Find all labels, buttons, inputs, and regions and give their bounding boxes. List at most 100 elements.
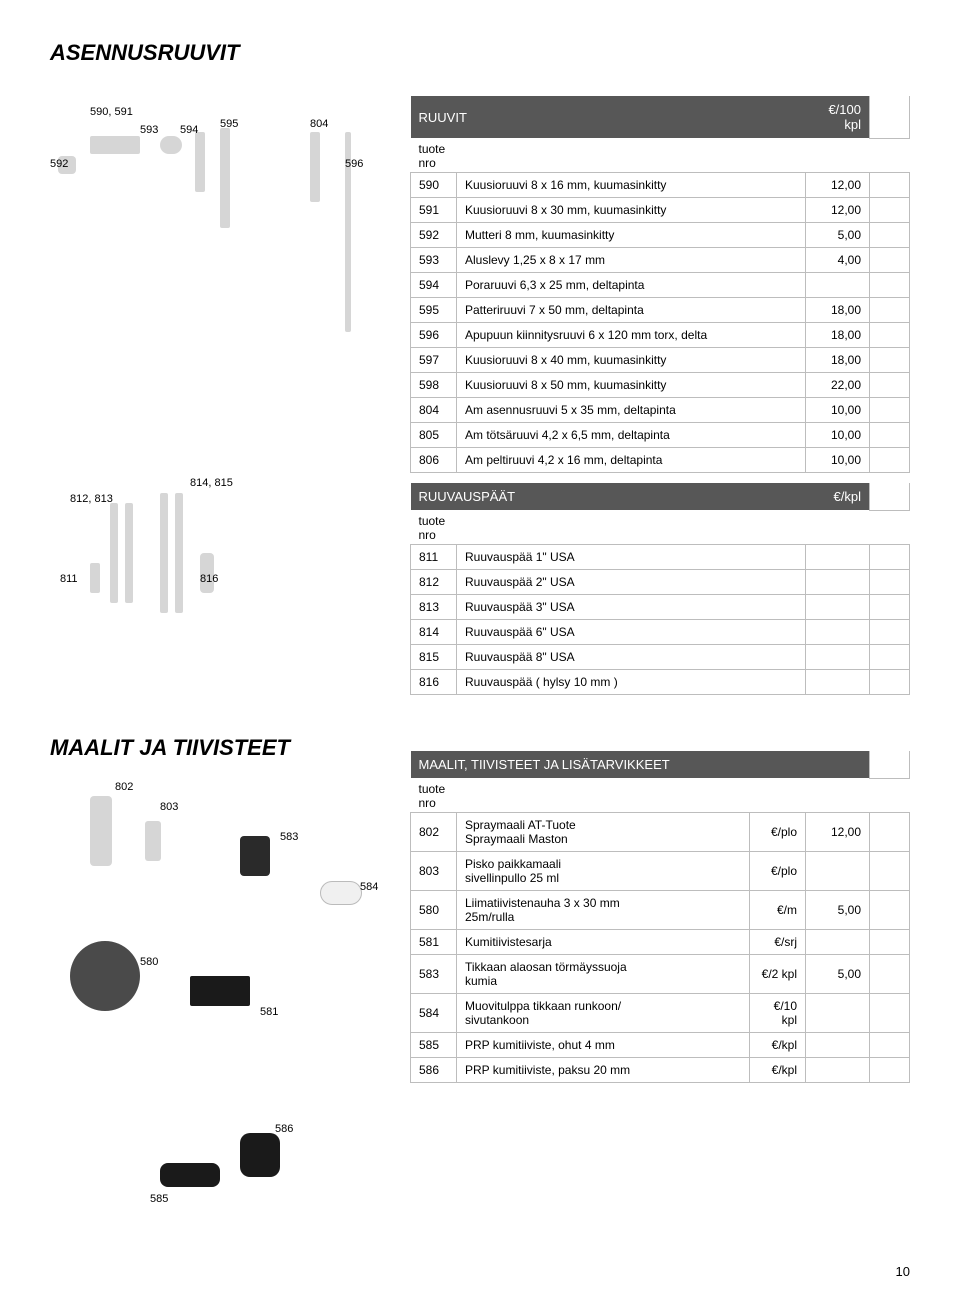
cell-price xyxy=(806,595,870,620)
cell-unit: €/2 kpl xyxy=(750,955,806,994)
cell-price: 5,00 xyxy=(806,223,870,248)
table-row: 598Kuusioruuvi 8 x 50 mm, kuumasinkitty2… xyxy=(411,373,910,398)
cell-nro: 598 xyxy=(411,373,457,398)
cell-nro: 813 xyxy=(411,595,457,620)
cell-nro: 584 xyxy=(411,994,457,1033)
table-row: 802Spraymaali AT-TuoteSpraymaali Maston€… xyxy=(411,813,910,852)
table-row: 594Poraruuvi 6,3 x 25 mm, deltapinta xyxy=(411,273,910,298)
cell-price: 10,00 xyxy=(806,423,870,448)
plug-shape xyxy=(320,881,362,905)
cell-desc: Kuusioruuvi 8 x 30 mm, kuumasinkitty xyxy=(457,198,806,223)
cell-nro: 816 xyxy=(411,670,457,695)
cell-desc: Pisko paikkamaalisivellinpullo 25 ml xyxy=(457,852,750,891)
screw-shape xyxy=(310,132,320,202)
cell-nro: 583 xyxy=(411,955,457,994)
cell-price xyxy=(806,1033,870,1058)
cell-nro: 585 xyxy=(411,1033,457,1058)
section-maalit: 802803583584580581 MAALIT, TIIVISTEET JA… xyxy=(50,781,910,1083)
section-ruuvit: 590, 591593594595804592596 RUUVIT €/100 … xyxy=(50,96,910,473)
image-callout: 586 xyxy=(275,1123,293,1135)
cell-price: 18,00 xyxy=(806,298,870,323)
cell-price: 22,00 xyxy=(806,373,870,398)
table-row: 585PRP kumitiiviste, ohut 4 mm€/kpl xyxy=(411,1033,910,1058)
cell-price xyxy=(806,273,870,298)
cell-desc: Muovitulppa tikkaan runkoon/sivutankoon xyxy=(457,994,750,1033)
cell-price: 12,00 xyxy=(806,813,870,852)
image-callout: 816 xyxy=(200,573,218,585)
table-row: 592Mutteri 8 mm, kuumasinkitty5,00 xyxy=(411,223,910,248)
cell-empty xyxy=(870,1058,910,1083)
table-row: 812Ruuvauspää 2" USA xyxy=(411,570,910,595)
cell-empty xyxy=(870,955,910,994)
image-callout: 594 xyxy=(180,124,198,136)
image-callout: 802 xyxy=(115,781,133,793)
cell-price: 5,00 xyxy=(806,955,870,994)
image-callout: 814, 815 xyxy=(190,477,233,489)
cell-desc: Ruuvauspää ( hylsy 10 mm ) xyxy=(457,670,806,695)
cell-desc: Am asennusruuvi 5 x 35 mm, deltapinta xyxy=(457,398,806,423)
cell-empty xyxy=(870,298,910,323)
cell-empty xyxy=(870,1033,910,1058)
image-callout: 592 xyxy=(50,158,68,170)
table-row: 806Am peltiruuvi 4,2 x 16 mm, deltapinta… xyxy=(411,448,910,473)
table-row: 586PRP kumitiiviste, paksu 20 mm€/kpl xyxy=(411,1058,910,1083)
cell-price: 10,00 xyxy=(806,448,870,473)
screw-shape xyxy=(90,136,140,154)
cell-desc: Patteriruuvi 7 x 50 mm, deltapinta xyxy=(457,298,806,323)
page-number: 10 xyxy=(896,1264,910,1279)
cell-nro: 812 xyxy=(411,570,457,595)
ruuvit-table: RUUVIT €/100 kpl tuote nro 590Kuusioruuv… xyxy=(410,96,910,473)
table-row: 583Tikkaan alaosan törmäyssuojakumia€/2 … xyxy=(411,955,910,994)
cell-nro: 586 xyxy=(411,1058,457,1083)
seal-shape xyxy=(240,1133,280,1177)
maalit-image2: 585 586 xyxy=(50,1103,390,1253)
bit-shape xyxy=(160,493,168,613)
cell-empty xyxy=(870,813,910,852)
maalit-table-col: MAALIT, TIIVISTEET JA LISÄTARVIKKEET tuo… xyxy=(410,751,910,1083)
cell-empty xyxy=(870,670,910,695)
cell-empty xyxy=(870,223,910,248)
cell-desc: Ruuvauspää 6" USA xyxy=(457,620,806,645)
cell-empty xyxy=(870,323,910,348)
cell-desc: Kuusioruuvi 8 x 16 mm, kuumasinkitty xyxy=(457,173,806,198)
image-callout: 812, 813 xyxy=(70,493,113,505)
cell-desc: Liimatiivistenauha 3 x 30 mm25m/rulla xyxy=(457,891,750,930)
cell-empty xyxy=(870,595,910,620)
subhead-tuote: tuote nro xyxy=(411,778,457,813)
spray-shape xyxy=(90,796,112,866)
cell-nro: 594 xyxy=(411,273,457,298)
cell-price xyxy=(806,670,870,695)
cell-unit: €/plo xyxy=(750,813,806,852)
cell-price: 18,00 xyxy=(806,323,870,348)
page-title: ASENNUSRUUVIT xyxy=(50,40,910,66)
table-row: 584Muovitulppa tikkaan runkoon/sivutanko… xyxy=(411,994,910,1033)
cell-empty xyxy=(870,620,910,645)
cell-desc: Apupuun kiinnitysruuvi 6 x 120 mm torx, … xyxy=(457,323,806,348)
cell-desc: Kuusioruuvi 8 x 40 mm, kuumasinkitty xyxy=(457,348,806,373)
cell-unit: €/kpl xyxy=(750,1033,806,1058)
cell-empty xyxy=(870,852,910,891)
cell-desc: Am peltiruuvi 4,2 x 16 mm, deltapinta xyxy=(457,448,806,473)
cell-desc: Ruuvauspää 8" USA xyxy=(457,645,806,670)
cell-nro: 590 xyxy=(411,173,457,198)
cell-empty xyxy=(870,645,910,670)
table-row: 805Am tötsäruuvi 4,2 x 6,5 mm, deltapint… xyxy=(411,423,910,448)
cell-empty xyxy=(870,570,910,595)
cell-price xyxy=(806,545,870,570)
ruuvit-header-right: €/100 kpl xyxy=(806,96,870,138)
image-callout: 585 xyxy=(150,1193,168,1205)
cell-nro: 591 xyxy=(411,198,457,223)
cell-desc: Spraymaali AT-TuoteSpraymaali Maston xyxy=(457,813,750,852)
cell-empty xyxy=(870,994,910,1033)
ruuvauspaat-table: RUUVAUSPÄÄT €/kpl tuote nro 811Ruuvauspä… xyxy=(410,483,910,695)
cell-nro: 597 xyxy=(411,348,457,373)
image-callout: 581 xyxy=(260,1006,278,1018)
cell-unit: €/m xyxy=(750,891,806,930)
cell-desc: Kumitiivistesarja xyxy=(457,930,750,955)
image-callout: 595 xyxy=(220,118,238,130)
cell-nro: 803 xyxy=(411,852,457,891)
cell-desc: Poraruuvi 6,3 x 25 mm, deltapinta xyxy=(457,273,806,298)
bit-shape xyxy=(175,493,183,613)
cell-desc: Ruuvauspää 1" USA xyxy=(457,545,806,570)
cell-price: 4,00 xyxy=(806,248,870,273)
